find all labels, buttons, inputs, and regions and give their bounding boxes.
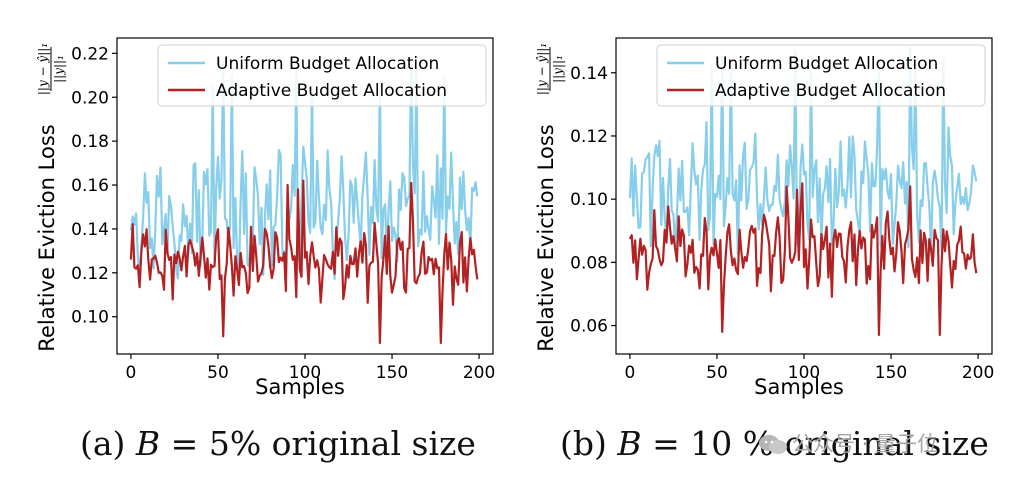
series-line-adaptive — [628, 182, 978, 337]
x-tick-label: 50 — [207, 363, 229, 383]
legend-label: Adaptive Budget Allocation — [216, 81, 447, 101]
x-tick-label: 50 — [706, 363, 728, 383]
legend-box — [656, 44, 986, 107]
x-tick-label: 200 — [962, 363, 994, 383]
y-axis-label: Relative Eviction Loss — [534, 124, 558, 351]
y-tick-label: 0.12 — [570, 127, 608, 147]
caption-b: (b) B = 10 % original size — [560, 424, 989, 463]
y-tick-label: 0.12 — [71, 264, 109, 284]
y-tick-label: 0.22 — [71, 44, 109, 64]
y-tick-label: 0.20 — [71, 88, 109, 108]
y-axis-label-group: Relative Eviction Loss ||y − ŷ||₁ ||y||₁ — [35, 43, 66, 352]
x-tick-label: 100 — [788, 363, 820, 383]
y-label-formula-denominator: ||y||₁ — [551, 55, 565, 83]
legend-label: Adaptive Budget Allocation — [715, 81, 946, 101]
x-axis-label: Samples — [754, 375, 844, 399]
y-label-formula-numerator: ||y − ŷ||₁ — [36, 43, 50, 95]
x-tick-label: 200 — [463, 363, 495, 383]
watermark: 公众号 · 量子位 — [758, 428, 938, 458]
x-tick-label: 150 — [875, 363, 907, 383]
legend-box — [157, 44, 487, 107]
y-label-formula-numerator: ||y − ŷ||₁ — [535, 43, 549, 95]
y-tick-label: 0.08 — [570, 253, 608, 273]
x-axis-label: Samples — [255, 375, 345, 399]
legend: Uniform Budget Allocation Adaptive Budget… — [656, 44, 986, 107]
wechat-logo-icon — [759, 435, 787, 454]
x-tick-label: 100 — [289, 363, 321, 383]
y-label-formula-denominator: ||y||₁ — [52, 55, 66, 83]
series-line-adaptive — [129, 179, 479, 345]
y-tick-label: 0.16 — [71, 176, 109, 196]
x-tick-label: 0 — [625, 363, 636, 383]
y-axis-label: Relative Eviction Loss — [35, 124, 59, 351]
legend-label: Uniform Budget Allocation — [216, 54, 439, 74]
caption-a: (a) B = 5% original size — [80, 424, 476, 463]
series-line-uniform — [628, 46, 978, 256]
chart-panel-a: 0 50 100 150 200 0.10 0.12 0.14 0.16 0.18 0.20 0.22… — [35, 37, 495, 399]
y-tick-label: 0.14 — [570, 64, 608, 84]
legend: Uniform Budget Allocation Adaptive Budget… — [157, 44, 487, 107]
y-tick-label: 0.14 — [71, 220, 109, 240]
y-tick-label: 0.18 — [71, 132, 109, 152]
y-axis-label-group: Relative Eviction Loss ||y − ŷ||₁ ||y||₁ — [534, 43, 565, 352]
y-tick-label: 0.10 — [570, 190, 608, 210]
x-tick-label: 150 — [376, 363, 408, 383]
y-tick-label: 0.10 — [71, 308, 109, 328]
chart-panel-b: 0 50 100 150 200 0.06 0.08 0.10 0.12 0.14 Samples R… — [534, 37, 994, 399]
x-tick-label: 0 — [126, 363, 137, 383]
y-tick-label: 0.06 — [570, 317, 608, 337]
legend-label: Uniform Budget Allocation — [715, 54, 938, 74]
